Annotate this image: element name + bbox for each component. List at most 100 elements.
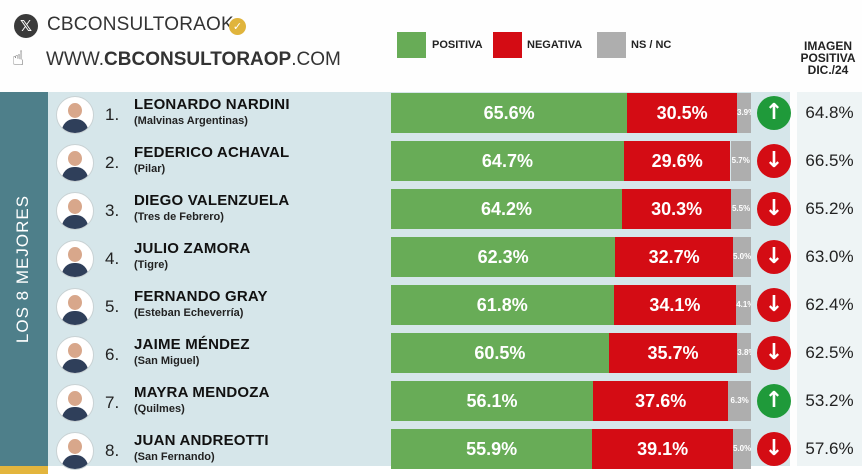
avatar-body [62, 119, 88, 133]
image-dic24-value: 65.2% [805, 199, 854, 218]
x-logo-icon: 𝕏 [14, 14, 38, 38]
stacked-bar: 62.3% 32.7% 5.0% [391, 237, 751, 277]
candidate-name: JAIME MÉNDEZ [134, 336, 250, 353]
side-panel [0, 92, 48, 466]
candidate-name: JULIO ZAMORA [134, 240, 251, 257]
bar-negativa: 37.6% [593, 381, 729, 421]
legend-label-nsnc: NS / NC [631, 39, 672, 51]
avatar-face [68, 151, 82, 166]
arrow-down-icon: ↓ [757, 288, 791, 322]
stacked-bar: 64.7% 29.6% 5.7% [391, 141, 751, 181]
image-dic24-value: 66.5% [805, 151, 854, 170]
rank-number: 1. [105, 105, 120, 124]
legend-swatch-negativa [493, 32, 522, 58]
image-column-line1: IMAGEN [804, 39, 852, 53]
stacked-bar: 61.8%34.1%4.1% [391, 285, 751, 325]
stacked-bar: 64.2% 30.3% 5.5% [391, 189, 751, 229]
avatar-body [62, 215, 88, 229]
legend-swatch-positiva [397, 32, 426, 58]
arrow-down-icon: ↓ [757, 432, 791, 466]
arrow-down-icon: ↓ [757, 240, 791, 274]
bar-positiva: 61.8% [391, 285, 614, 325]
legend-label-negativa: NEGATIVA [527, 39, 583, 51]
avatar-face [68, 295, 82, 310]
avatar-face [68, 103, 82, 118]
bar-positiva: 56.1% [391, 381, 593, 421]
rank-number: 3. [105, 201, 120, 220]
avatar [56, 192, 94, 230]
candidate-place: (San Fernando) [134, 451, 215, 463]
rank-number: 2. [105, 153, 120, 172]
bar-negativa: 39.1% [592, 429, 733, 469]
candidate-place: (Pilar) [134, 163, 166, 175]
website-url: WWW.CBCONSULTORAOP.COM [46, 49, 341, 71]
avatar-face [68, 439, 82, 454]
avatar-face [68, 199, 82, 214]
bar-negativa: 29.6% [623, 141, 731, 181]
bar-nsnc: 3.8% [737, 333, 751, 373]
bar-nsnc: 5.7% [730, 141, 751, 181]
bar-positiva: 64.2% [391, 189, 623, 229]
bottom-accent [0, 466, 48, 474]
candidate-name: DIEGO VALENZUELA [134, 192, 290, 209]
image-dic24-value: 64.8% [805, 103, 854, 122]
rank-number: 8. [105, 441, 120, 460]
avatar [56, 144, 94, 182]
bar-nsnc: 5.0% [733, 237, 751, 277]
avatar [56, 96, 94, 134]
website-suffix: .COM [291, 49, 341, 70]
candidate-name: JUAN ANDREOTTI [134, 432, 269, 449]
candidate-place: (Malvinas Argentinas) [134, 115, 248, 127]
hand-pointer-icon: ☝ [12, 46, 25, 70]
image-dic24-value: 62.4% [805, 295, 854, 314]
candidate-place: (Tigre) [134, 259, 169, 271]
avatar [56, 240, 94, 278]
avatar [56, 384, 94, 422]
avatar-body [62, 407, 88, 421]
bar-negativa: 34.1% [613, 285, 737, 325]
candidate-place: (Quilmes) [134, 403, 185, 415]
rank-number: 5. [105, 297, 120, 316]
rank-number: 4. [105, 249, 120, 268]
arrow-down-icon: ↓ [757, 336, 791, 370]
rank-number: 7. [105, 393, 120, 412]
avatar-body [62, 359, 88, 373]
stacked-bar: 65.6%30.5%3.9% [391, 93, 751, 133]
candidate-place: (Esteban Echeverría) [134, 307, 244, 319]
bar-negativa: 35.7% [608, 333, 738, 373]
rank-number: 6. [105, 345, 120, 364]
image-dic24-value: 53.2% [805, 391, 854, 410]
avatar-face [68, 247, 82, 262]
bar-positiva: 65.6% [391, 93, 628, 133]
candidate-place: (Tres de Febrero) [134, 211, 224, 223]
bar-negativa: 30.3% [622, 189, 732, 229]
bar-positiva: 62.3% [391, 237, 616, 277]
bar-nsnc: 3.9% [737, 93, 751, 133]
image-column-line2: POSITIVA [800, 51, 856, 65]
stacked-bar: 60.5%35.7%3.8% [391, 333, 751, 373]
image-dic24-value: 62.5% [805, 343, 854, 362]
avatar [56, 288, 94, 326]
bar-nsnc: 6.3% [728, 381, 751, 421]
bar-nsnc: 4.1% [736, 285, 751, 325]
image-column-line3: DIC./24 [807, 63, 849, 77]
bar-nsnc: 5.5% [731, 189, 751, 229]
bar-negativa: 32.7% [615, 237, 733, 277]
candidate-name: FERNANDO GRAY [134, 288, 268, 305]
legend-swatch-nsnc [597, 32, 626, 58]
avatar-body [62, 311, 88, 325]
bottom-strip [0, 466, 862, 474]
brand-handle: CBCONSULTORAOK [47, 14, 234, 35]
stacked-bar: 55.9% 39.1% 5.0% [391, 429, 751, 469]
candidate-name: LEONARDO NARDINI [134, 96, 290, 113]
website-domain: CBCONSULTORAOP [104, 49, 292, 70]
arrow-down-icon: ↓ [757, 192, 791, 226]
candidate-name: MAYRA MENDOZA [134, 384, 270, 401]
avatar-face [68, 343, 82, 358]
bar-positiva: 60.5% [391, 333, 609, 373]
avatar [56, 432, 94, 470]
candidate-place: (San Miguel) [134, 355, 200, 367]
verified-badge-icon: ✓ [229, 18, 246, 35]
avatar-body [62, 263, 88, 277]
legend-label-positiva: POSITIVA [432, 39, 483, 51]
